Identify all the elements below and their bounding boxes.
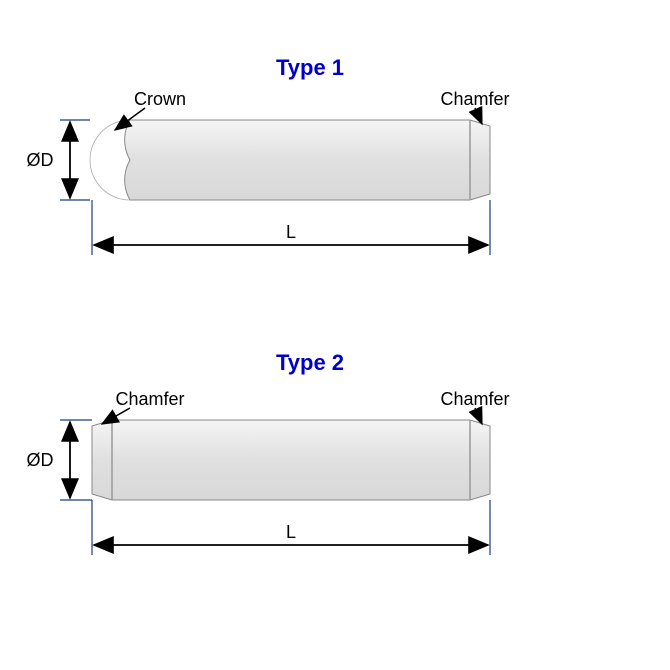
type2-right-label: Chamfer (440, 389, 509, 409)
type2-left-label: Chamfer (115, 389, 184, 409)
diagram-container: Type 1 Crown Chamfer ØD L Type 2 Chamfer… (0, 0, 670, 670)
type1-length-label: L (286, 222, 296, 242)
type2-diameter-label: ØD (27, 450, 54, 470)
type2-length-label: L (286, 522, 296, 542)
diagram-svg: Type 1 Crown Chamfer ØD L Type 2 Chamfer… (0, 0, 670, 670)
type1-diameter-label: ØD (27, 150, 54, 170)
type1-right-label: Chamfer (440, 89, 509, 109)
type1-left-label: Crown (134, 89, 186, 109)
type1-pin (90, 120, 490, 200)
type1-title: Type 1 (276, 55, 344, 80)
type2-title: Type 2 (276, 350, 344, 375)
type2-pin (92, 420, 490, 500)
